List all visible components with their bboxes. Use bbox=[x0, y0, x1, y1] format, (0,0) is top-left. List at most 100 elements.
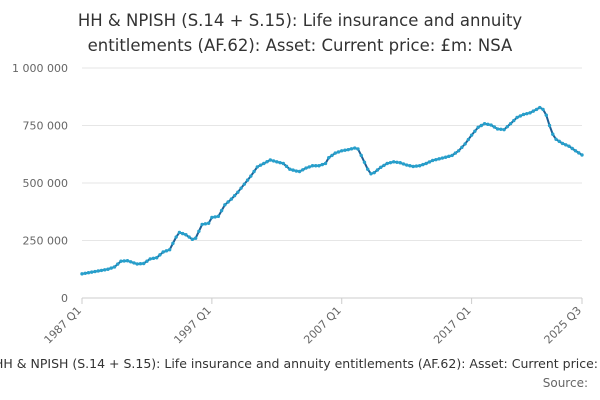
data-point[interactable] bbox=[223, 203, 227, 207]
data-point[interactable] bbox=[99, 268, 104, 273]
data-point[interactable] bbox=[271, 159, 276, 163]
data-point[interactable] bbox=[80, 272, 84, 276]
data-point[interactable] bbox=[106, 267, 110, 271]
data-point[interactable] bbox=[252, 169, 256, 174]
data-point[interactable] bbox=[515, 115, 519, 120]
data-point[interactable] bbox=[495, 127, 500, 131]
data-point[interactable] bbox=[430, 158, 435, 163]
data-point[interactable] bbox=[336, 150, 341, 154]
data-point[interactable] bbox=[314, 164, 318, 168]
data-point[interactable] bbox=[96, 269, 100, 273]
data-point[interactable] bbox=[226, 200, 230, 204]
data-point[interactable] bbox=[154, 256, 159, 260]
data-point[interactable] bbox=[375, 168, 380, 172]
data-point[interactable] bbox=[353, 146, 357, 150]
data-point[interactable] bbox=[320, 162, 324, 167]
data-point[interactable] bbox=[213, 215, 217, 219]
data-point[interactable] bbox=[573, 149, 578, 153]
data-point[interactable] bbox=[145, 259, 149, 263]
data-point[interactable] bbox=[551, 132, 555, 136]
data-point[interactable] bbox=[577, 151, 581, 155]
data-point[interactable] bbox=[340, 149, 344, 153]
data-point[interactable] bbox=[567, 144, 571, 148]
data-point[interactable] bbox=[531, 109, 535, 113]
data-point[interactable] bbox=[307, 165, 311, 169]
data-point[interactable] bbox=[372, 170, 376, 175]
data-point[interactable] bbox=[528, 111, 532, 115]
data-point[interactable] bbox=[141, 261, 146, 266]
data-point[interactable] bbox=[206, 221, 211, 225]
data-point[interactable] bbox=[184, 233, 188, 237]
data-point[interactable] bbox=[187, 235, 191, 239]
data-point[interactable] bbox=[171, 241, 175, 246]
data-point[interactable] bbox=[398, 161, 402, 165]
data-point[interactable] bbox=[362, 160, 367, 164]
data-point[interactable] bbox=[414, 164, 419, 168]
data-point[interactable] bbox=[379, 165, 383, 170]
data-point[interactable] bbox=[469, 133, 474, 137]
data-point[interactable] bbox=[167, 248, 172, 252]
data-point[interactable] bbox=[557, 139, 561, 144]
data-point[interactable] bbox=[255, 165, 260, 169]
data-point[interactable] bbox=[200, 222, 204, 227]
data-point[interactable] bbox=[502, 127, 506, 132]
data-point[interactable] bbox=[297, 169, 302, 174]
data-point[interactable] bbox=[330, 153, 334, 158]
data-point[interactable] bbox=[258, 163, 263, 167]
data-point[interactable] bbox=[116, 262, 120, 266]
data-point[interactable] bbox=[317, 164, 321, 168]
data-point[interactable] bbox=[356, 147, 360, 151]
data-point[interactable] bbox=[408, 164, 412, 168]
data-point[interactable] bbox=[476, 125, 480, 130]
data-point[interactable] bbox=[538, 105, 542, 110]
data-point[interactable] bbox=[242, 182, 247, 186]
data-point[interactable] bbox=[424, 161, 428, 166]
data-point[interactable] bbox=[219, 208, 224, 213]
data-point[interactable] bbox=[177, 230, 182, 235]
data-point[interactable] bbox=[164, 249, 169, 253]
data-point[interactable] bbox=[395, 160, 399, 164]
data-point[interactable] bbox=[554, 137, 558, 141]
data-point[interactable] bbox=[479, 123, 484, 128]
data-point[interactable] bbox=[236, 190, 240, 194]
data-point[interactable] bbox=[158, 253, 162, 257]
data-point[interactable] bbox=[304, 166, 308, 170]
data-point[interactable] bbox=[382, 163, 386, 168]
data-point[interactable] bbox=[210, 215, 214, 220]
data-point[interactable] bbox=[245, 178, 250, 182]
data-point[interactable] bbox=[232, 193, 237, 198]
data-point[interactable] bbox=[346, 147, 350, 152]
data-point[interactable] bbox=[440, 156, 445, 160]
data-point[interactable] bbox=[499, 127, 503, 131]
data-point[interactable] bbox=[86, 271, 91, 275]
data-point[interactable] bbox=[385, 161, 389, 166]
data-point[interactable] bbox=[265, 160, 269, 164]
data-point[interactable] bbox=[525, 111, 529, 116]
data-point[interactable] bbox=[343, 148, 347, 152]
data-point[interactable] bbox=[193, 236, 198, 240]
data-point[interactable] bbox=[203, 222, 208, 226]
data-point[interactable] bbox=[135, 262, 139, 266]
data-point[interactable] bbox=[404, 163, 409, 167]
data-point[interactable] bbox=[366, 167, 370, 171]
data-point[interactable] bbox=[249, 174, 253, 178]
data-point[interactable] bbox=[327, 156, 331, 160]
data-point[interactable] bbox=[268, 158, 273, 162]
data-point[interactable] bbox=[125, 259, 130, 263]
data-point[interactable] bbox=[275, 160, 279, 164]
data-point[interactable] bbox=[512, 118, 516, 123]
data-point[interactable] bbox=[489, 123, 493, 127]
data-point[interactable] bbox=[291, 168, 295, 172]
data-point[interactable] bbox=[103, 268, 107, 272]
data-point[interactable] bbox=[288, 167, 292, 171]
data-point[interactable] bbox=[570, 146, 574, 151]
data-point[interactable] bbox=[427, 160, 432, 164]
data-point[interactable] bbox=[547, 123, 552, 128]
data-point[interactable] bbox=[456, 149, 461, 153]
data-point[interactable] bbox=[349, 147, 354, 151]
data-point[interactable] bbox=[391, 160, 396, 164]
data-point[interactable] bbox=[450, 153, 454, 158]
data-point[interactable] bbox=[544, 113, 548, 117]
data-point[interactable] bbox=[229, 197, 234, 201]
data-point[interactable] bbox=[434, 157, 438, 162]
